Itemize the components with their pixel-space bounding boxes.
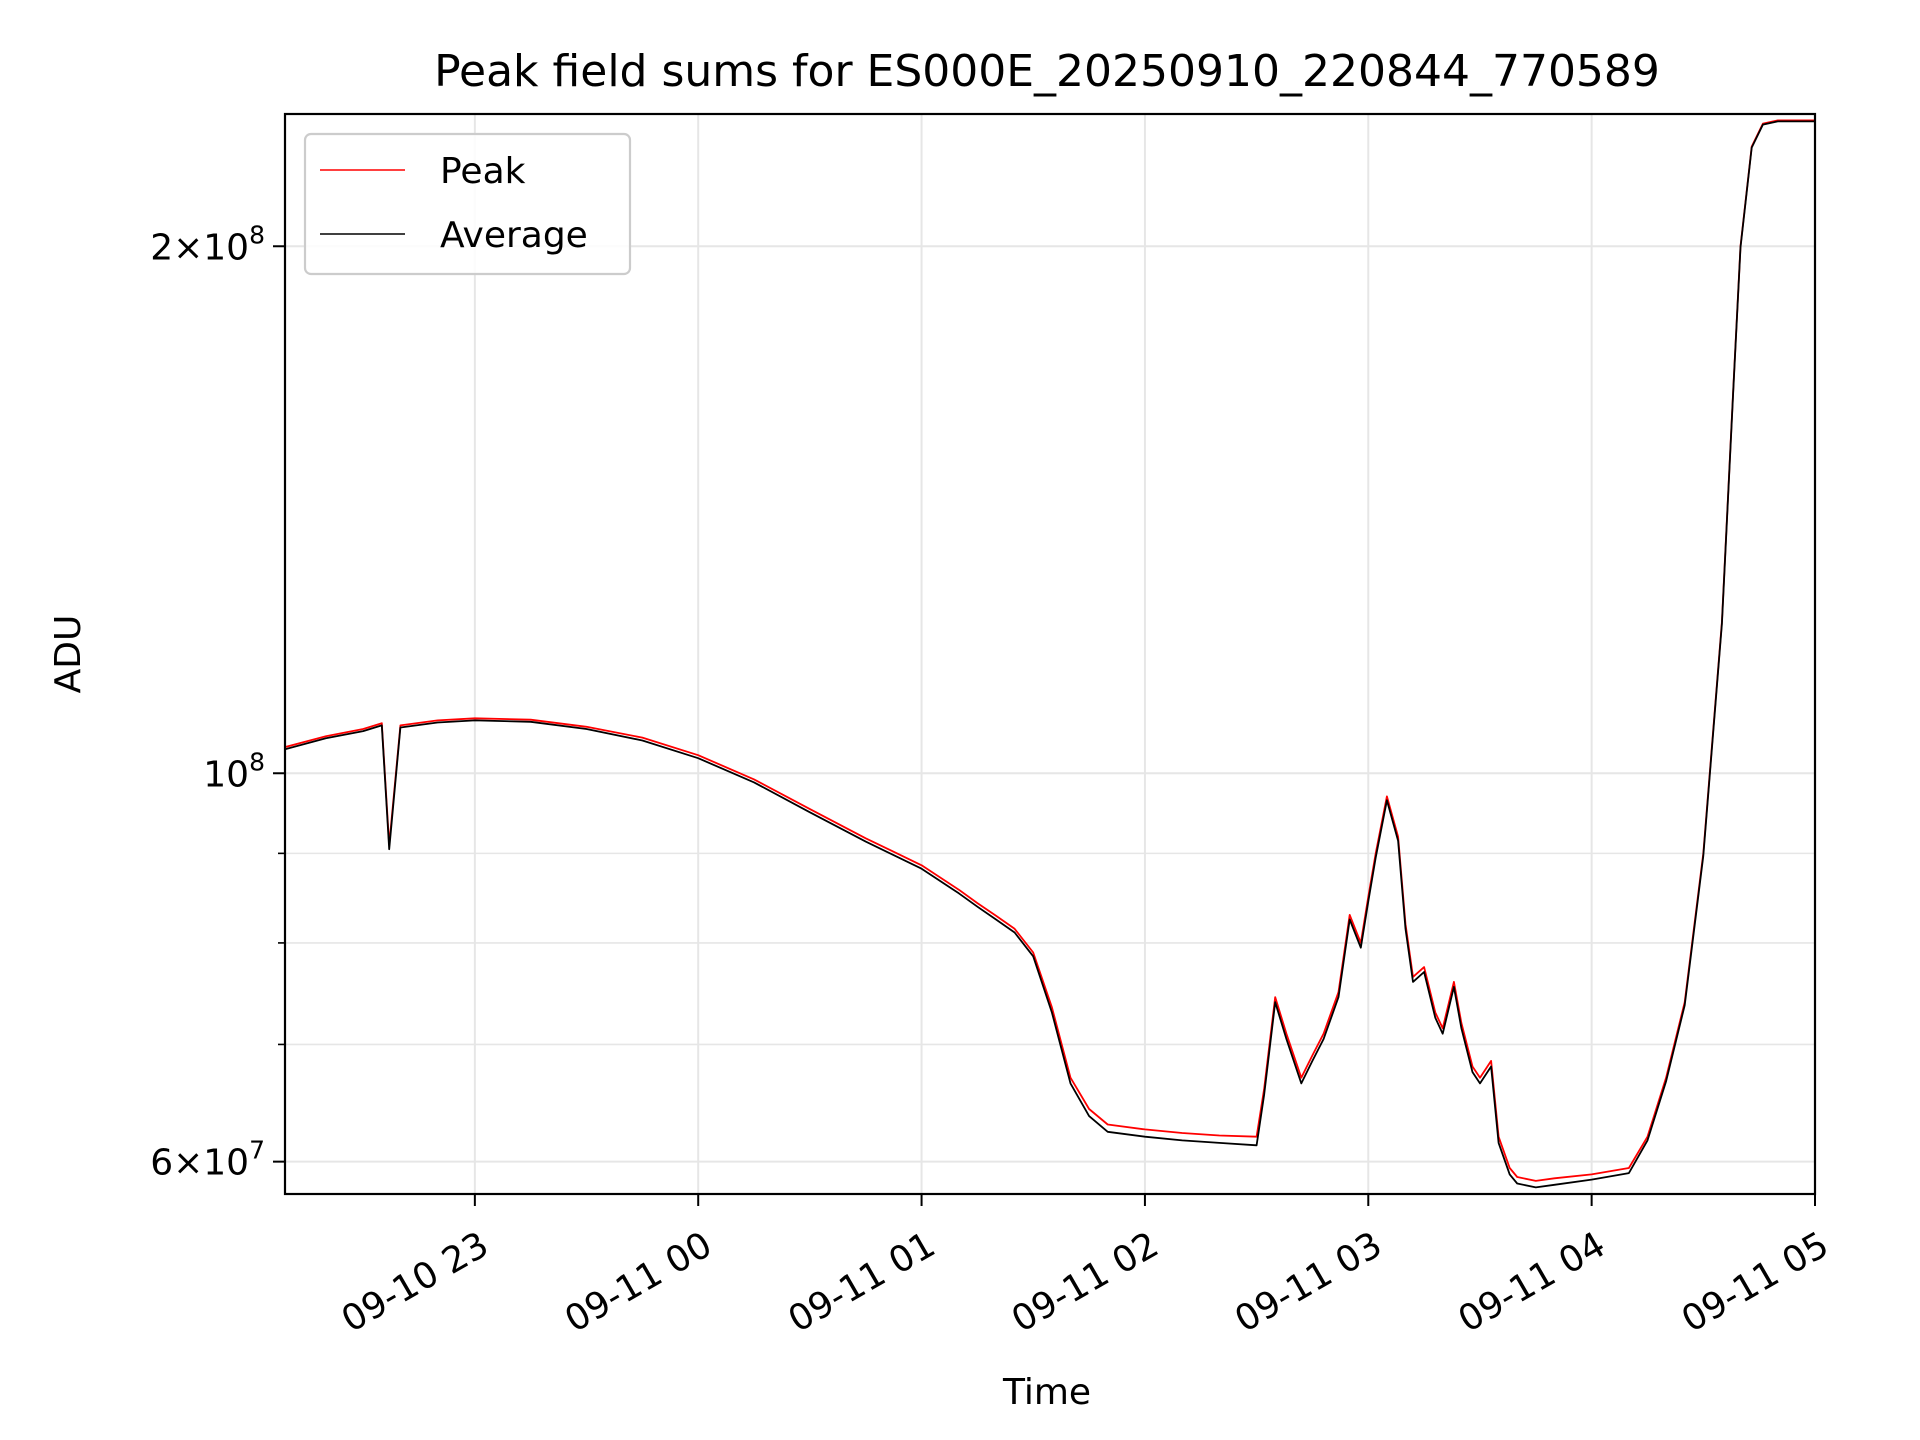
legend-box xyxy=(303,132,632,276)
y-tick-label: 2×108 xyxy=(150,220,265,268)
series-layer xyxy=(285,119,1815,1189)
y-axis-label: ADU xyxy=(48,615,89,694)
plot-frame xyxy=(283,112,1817,1196)
x-axis-label: Time xyxy=(1002,1372,1091,1413)
chart-title: Peak field sums for ES000E_20250910_2208… xyxy=(434,46,1660,97)
series-line-average xyxy=(285,120,1815,1189)
grid xyxy=(285,114,1816,1194)
legend-label-average: Average xyxy=(440,215,588,256)
y-axis: 6×107 108 2×108 xyxy=(150,220,285,1184)
legend-label-peak: Peak xyxy=(440,151,526,192)
y-tick-label: 6×107 xyxy=(150,1136,265,1184)
legend: Peak Average xyxy=(303,132,632,276)
y-tick-label: 108 xyxy=(203,747,265,795)
